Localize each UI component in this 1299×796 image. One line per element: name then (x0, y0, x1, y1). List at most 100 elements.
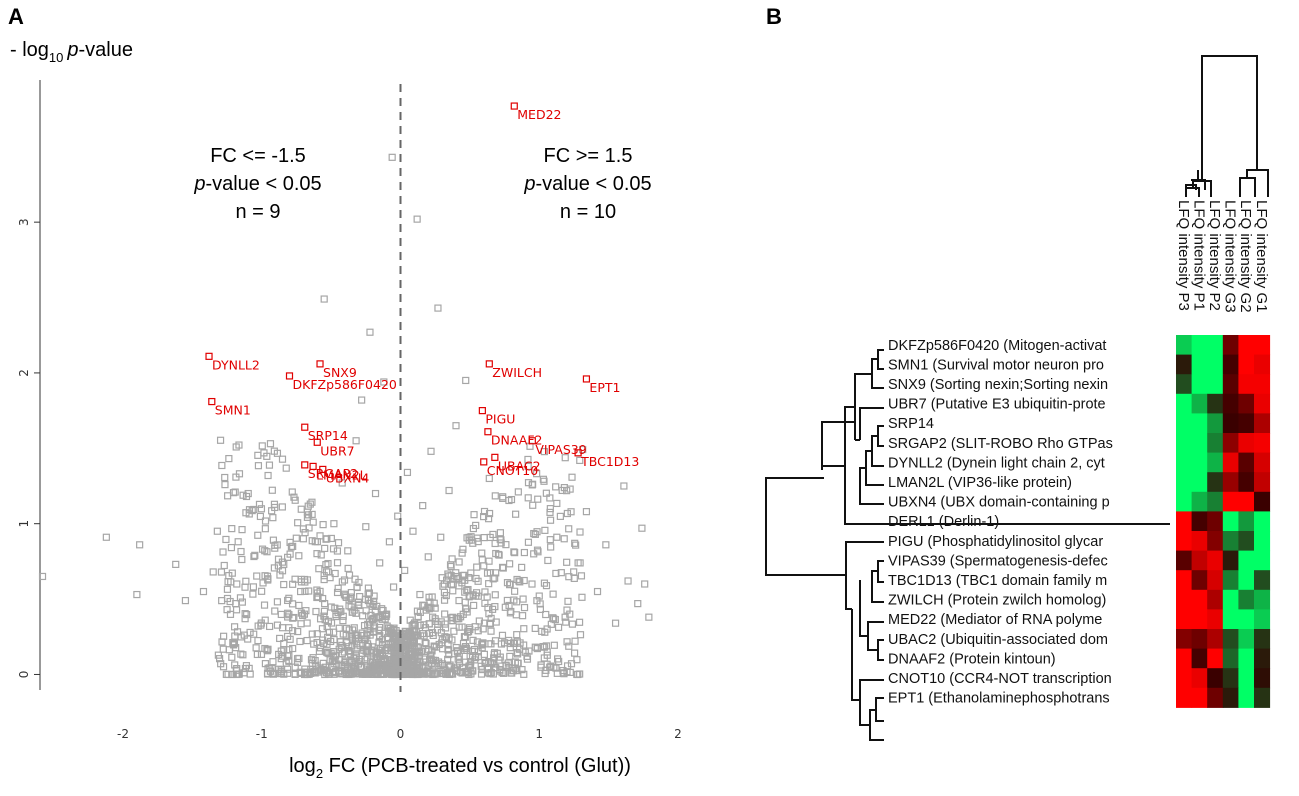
heatmap-cell (1222, 472, 1239, 493)
data-point (497, 640, 506, 648)
data-point (574, 559, 582, 567)
heatmap-cell (1222, 511, 1239, 532)
data-point (364, 642, 373, 651)
data-point (271, 544, 279, 552)
data-point (448, 636, 456, 644)
data-point (299, 535, 307, 543)
data-point (503, 579, 512, 587)
data-point (641, 580, 649, 588)
data-point (401, 650, 409, 658)
data-point (274, 555, 283, 563)
data-point (269, 658, 277, 666)
data-point (312, 607, 320, 616)
data-point (533, 470, 541, 478)
data-point (297, 575, 305, 584)
heatmap-cell (1254, 531, 1271, 552)
heatmap-cell (1238, 472, 1255, 493)
heatmap-cell (1238, 491, 1255, 512)
data-point (524, 455, 532, 464)
data-point (506, 581, 514, 589)
data-point (323, 667, 331, 675)
data-point (458, 623, 466, 631)
column-label: LFQ intensity G1 (1253, 200, 1270, 313)
data-point (489, 530, 497, 539)
heatmap-cell (1222, 668, 1239, 689)
data-point (316, 532, 324, 540)
data-point (273, 598, 282, 606)
heatmap-cell (1222, 550, 1239, 571)
data-point (520, 603, 529, 612)
data-point (425, 605, 433, 613)
data-point (520, 548, 528, 557)
data-point (338, 479, 346, 487)
data-point (509, 667, 517, 675)
data-point (301, 528, 309, 537)
data-point (271, 503, 279, 512)
data-point (362, 523, 370, 531)
data-point (559, 666, 567, 675)
gene-label: LMAN2L (316, 467, 367, 482)
gene-label: SNX9 (323, 365, 357, 380)
data-point (645, 613, 653, 621)
heatmap-cell (1176, 648, 1193, 669)
heatmap-cell (1238, 452, 1255, 473)
data-point (250, 630, 258, 638)
heatmap-cell (1176, 511, 1193, 532)
data-point (491, 539, 499, 548)
heatmap-cell (1191, 472, 1208, 493)
data-point (530, 550, 538, 558)
data-point (550, 663, 558, 671)
data-point (282, 464, 290, 472)
data-point (241, 615, 249, 623)
data-point (488, 605, 497, 613)
data-point (544, 556, 552, 565)
data-point (264, 471, 272, 480)
data-point (348, 657, 356, 665)
data-point (277, 610, 285, 619)
data-point (529, 501, 537, 509)
gene-label: UBXN4 (326, 470, 370, 485)
data-point (347, 603, 355, 611)
data-point (565, 525, 573, 533)
heatmap-cell (1207, 609, 1224, 630)
data-point (541, 526, 549, 534)
data-point (540, 477, 548, 485)
heatmap-cell (1238, 629, 1255, 650)
data-point (463, 534, 471, 542)
data-point (388, 153, 396, 161)
heatmap-cell (1176, 629, 1193, 650)
heatmap-cell (1254, 589, 1271, 610)
data-point (385, 538, 393, 546)
data-point (345, 571, 354, 579)
data-point (263, 572, 272, 580)
row-label: VIPAS39 (Spermatogenesis-defec (888, 553, 1108, 569)
data-point (490, 660, 498, 668)
data-point (461, 576, 469, 584)
data-point (395, 642, 403, 651)
data-point (620, 482, 628, 490)
data-point (478, 644, 486, 652)
data-point (422, 639, 430, 648)
significant-point (205, 352, 213, 360)
significant-point (208, 397, 216, 406)
data-point (291, 663, 299, 671)
data-point (342, 624, 351, 632)
x-axis-title: log2 FC (PCB-treated vs control (Glut)) (289, 755, 631, 781)
data-point (276, 634, 284, 643)
data-point (276, 571, 284, 579)
heatmap-cell (1191, 570, 1208, 591)
heatmap-cell (1191, 589, 1208, 610)
heatmap-cell (1254, 609, 1271, 630)
data-point (491, 591, 499, 599)
heatmap-cell (1176, 472, 1193, 493)
heatmap-cell (1222, 433, 1239, 454)
row-labels: DKFZp586F0420 (Mitogen-activat SMN1 (Surv… (888, 338, 1113, 707)
data-point (249, 583, 258, 591)
data-point (258, 587, 266, 595)
data-point (241, 610, 249, 618)
data-point (366, 328, 374, 336)
data-point (225, 454, 233, 463)
data-point (518, 612, 527, 620)
data-point (567, 508, 575, 516)
